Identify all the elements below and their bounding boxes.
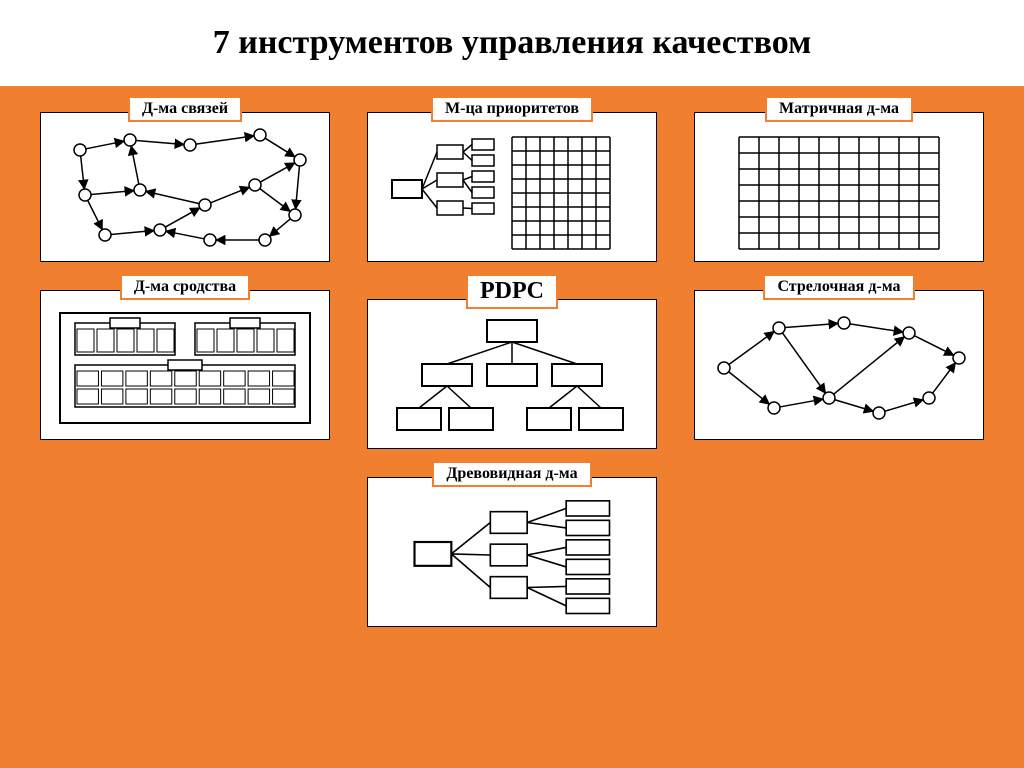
- panel-label: Д-ма связей: [128, 96, 242, 122]
- panel-body: [40, 290, 330, 440]
- panel-label: Матричная д-ма: [765, 96, 913, 122]
- tree-diagram-icon: [377, 490, 647, 620]
- panel-arrow: Стрелочная д-ма: [694, 274, 984, 449]
- panel-body: [367, 299, 657, 449]
- panel-label: Стрелочная д-ма: [763, 274, 914, 300]
- affinity-diagram-icon: [50, 303, 320, 433]
- priority-matrix-icon: [377, 125, 647, 255]
- pdpc-diagram-icon: [377, 312, 647, 442]
- matrix-diagram-icon: [704, 125, 974, 255]
- row-2: Д-ма сродства PDPC Стрелочная д-ма: [40, 274, 984, 449]
- panel-label: Д-ма сродства: [120, 274, 250, 300]
- panel-body: [367, 477, 657, 627]
- row-1: Д-ма связей М-ца приоритетов Матричная д…: [40, 96, 984, 262]
- panel-grid: Д-ма связей М-ца приоритетов Матричная д…: [0, 86, 1024, 649]
- panel-label: М-ца приоритетов: [431, 96, 593, 122]
- panel-body: [694, 290, 984, 440]
- row-3: Древовидная д-ма: [40, 461, 984, 627]
- panel-relations: Д-ма связей: [40, 96, 330, 262]
- panel-matrix: Матричная д-ма: [694, 96, 984, 262]
- page-title: 7 инструментов управления качеством: [20, 24, 1004, 62]
- panel-body: [367, 112, 657, 262]
- panel-label: PDPC: [466, 274, 558, 309]
- panel-pdpc: PDPC: [367, 274, 657, 449]
- title-bar: 7 инструментов управления качеством: [0, 0, 1024, 86]
- panel-tree: Древовидная д-ма: [367, 461, 657, 627]
- panel-priority: М-ца приоритетов: [367, 96, 657, 262]
- panel-label: Древовидная д-ма: [432, 461, 591, 487]
- arrow-diagram-icon: [704, 303, 974, 433]
- panel-affinity: Д-ма сродства: [40, 274, 330, 449]
- panel-body: [40, 112, 330, 262]
- panel-body: [694, 112, 984, 262]
- relations-diagram-icon: [50, 125, 320, 255]
